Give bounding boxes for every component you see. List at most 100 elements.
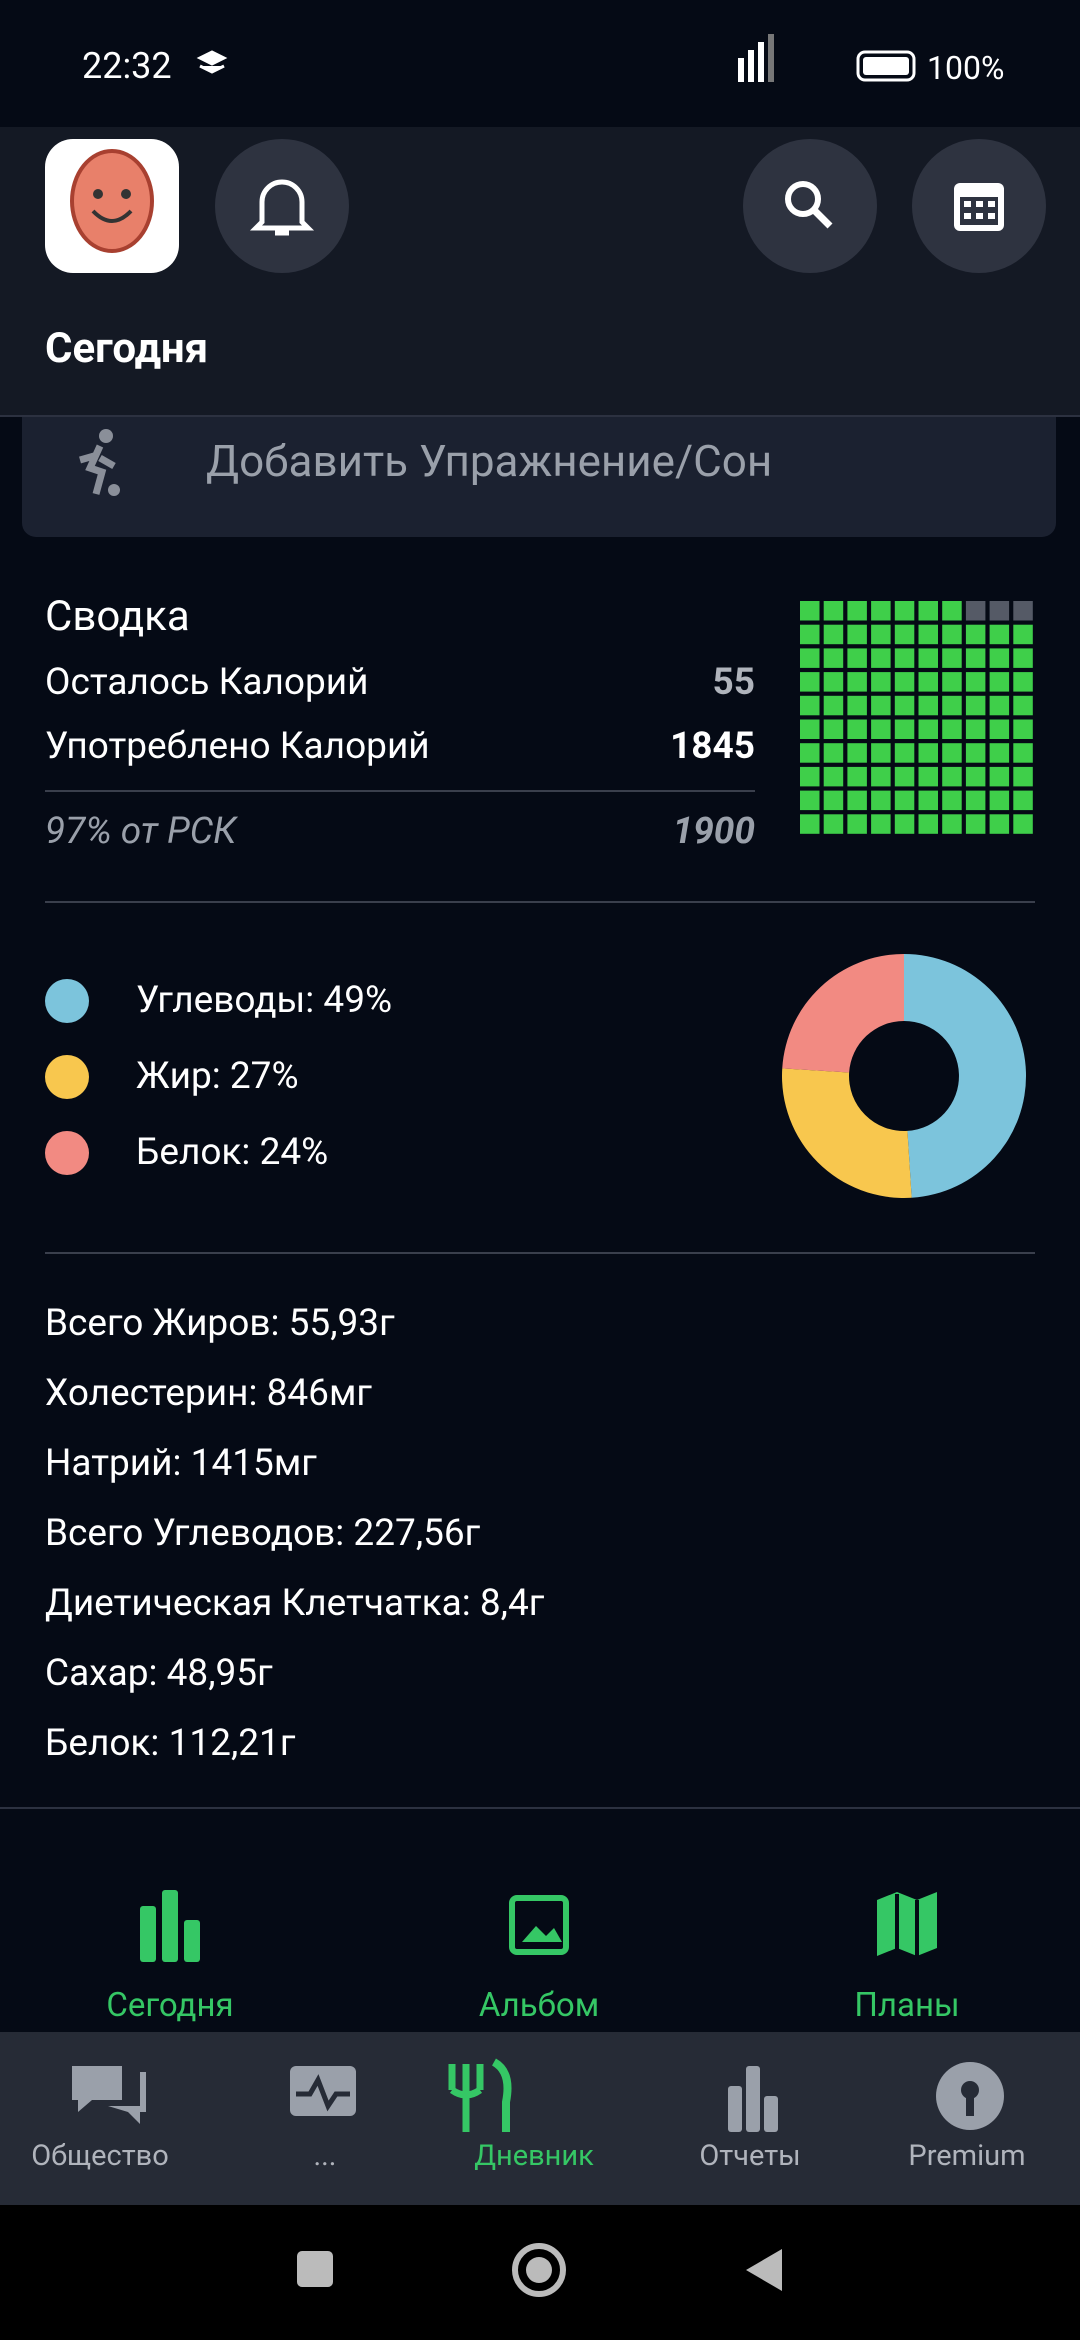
goal-label: 97% от РСК: [45, 810, 237, 853]
waffle-cell: [965, 695, 986, 716]
tab-label[interactable]: Альбом: [478, 1986, 600, 2025]
waffle-cell: [894, 648, 915, 668]
waffle-cell: [989, 624, 1010, 645]
waffle-cell: [823, 624, 844, 645]
status-time: 22:32: [82, 45, 172, 87]
waffle-cell: [847, 672, 867, 692]
waffle-cell: [989, 743, 1010, 763]
waffle-cell: [918, 719, 938, 739]
nutrient-row: Холестерин: 846мг: [45, 1372, 372, 1415]
waffle-cell: [800, 648, 820, 668]
tab-label[interactable]: Планы: [854, 1986, 960, 2025]
waffle-cell: [942, 719, 962, 739]
waffle-cell: [847, 624, 867, 645]
waffle-cell: [942, 695, 962, 716]
app-logo[interactable]: [45, 139, 179, 273]
waffle-cell: [823, 695, 844, 716]
waffle-cell: [942, 766, 962, 787]
add-exercise-label[interactable]: Добавить Упражнение/Сон: [206, 435, 773, 487]
waffle-cell: [847, 695, 867, 716]
waffle-cell: [894, 601, 915, 621]
tab-label[interactable]: Сегодня: [106, 1986, 234, 2025]
waffle-cell: [800, 601, 820, 621]
donut-segment: [904, 954, 1027, 1198]
notifications-button[interactable]: [215, 139, 349, 273]
nav-label[interactable]: Отчеты: [699, 2139, 801, 2173]
nutrient-row: Всего Углеводов: 227,56г: [45, 1512, 481, 1555]
remaining-value: 55: [712, 661, 755, 704]
waffle-cell: [1013, 814, 1033, 834]
recents-button[interactable]: [297, 2251, 333, 2287]
waffle-cell: [800, 695, 820, 716]
waffle-cell: [823, 766, 844, 787]
legend-label: Углеводы: 49%: [136, 979, 393, 1022]
waffle-cell: [847, 743, 867, 763]
nutrient-row: Диетическая Клетчатка: 8,4г: [45, 1582, 545, 1625]
waffle-cell: [871, 601, 891, 621]
waffle-cell: [800, 743, 820, 763]
add-exercise-card[interactable]: [22, 417, 1056, 537]
waffle-cell: [918, 648, 938, 668]
waffle-cell: [965, 624, 986, 645]
nav-label[interactable]: Premium: [908, 2139, 1026, 2173]
waffle-cell: [965, 672, 986, 692]
nav-label[interactable]: ...: [313, 2139, 337, 2173]
waffle-cell: [918, 766, 938, 787]
consumed-label: Употреблено Калорий: [45, 725, 430, 768]
search-button[interactable]: [743, 139, 877, 273]
waffle-cell: [1013, 790, 1033, 811]
system-nav-buttons: [297, 2243, 782, 2297]
waffle-cell: [800, 790, 820, 811]
waffle-cell: [965, 719, 986, 739]
waffle-cell: [989, 766, 1010, 787]
waffle-cell: [942, 672, 962, 692]
logo-art: [70, 149, 154, 253]
waffle-cell: [871, 695, 891, 716]
waffle-cell: [989, 672, 1010, 692]
legend-label: Жир: 27%: [136, 1055, 299, 1098]
waffle-cell: [894, 814, 915, 834]
tab-icons: [140, 1890, 937, 1962]
legend-label: Белок: 24%: [136, 1131, 329, 1174]
waffle-cell: [942, 601, 962, 621]
waffle-cell: [918, 624, 938, 645]
waffle-cell: [989, 601, 1010, 621]
calorie-waffle: [800, 601, 1033, 834]
waffle-cell: [871, 814, 891, 834]
nutrient-row: Белок: 112,21г: [45, 1722, 296, 1765]
waffle-cell: [965, 766, 986, 787]
waffle-cell: [918, 814, 938, 834]
waffle-cell: [823, 648, 844, 668]
waffle-cell: [894, 624, 915, 645]
waffle-cell: [942, 814, 962, 834]
header: [0, 127, 1080, 417]
waffle-cell: [965, 743, 986, 763]
waffle-cell: [918, 601, 938, 621]
divider: [45, 1252, 1035, 1254]
waffle-cell: [942, 624, 962, 645]
waffle-cell: [1013, 601, 1033, 621]
waffle-cell: [1013, 648, 1033, 668]
nav-label[interactable]: Общество: [31, 2139, 169, 2173]
waffle-cell: [918, 695, 938, 716]
home-button[interactable]: [512, 2243, 566, 2297]
waffle-cell: [894, 743, 915, 763]
remaining-label: Осталось Калорий: [45, 661, 369, 704]
waffle-cell: [894, 719, 915, 739]
waffle-cell: [989, 695, 1010, 716]
waffle-cell: [847, 601, 867, 621]
waffle-cell: [847, 814, 867, 834]
waffle-cell: [871, 648, 891, 668]
waffle-cell: [1013, 695, 1033, 716]
waffle-cell: [918, 743, 938, 763]
waffle-cell: [1013, 672, 1033, 692]
waffle-cell: [942, 743, 962, 763]
waffle-cell: [800, 766, 820, 787]
waffle-cell: [871, 790, 891, 811]
nutrient-row: Всего Жиров: 55,93г: [45, 1302, 395, 1345]
nav-label[interactable]: Дневник: [474, 2139, 594, 2173]
legend-dot: [45, 979, 89, 1023]
waffle-cell: [871, 743, 891, 763]
waffle-cell: [800, 814, 820, 834]
back-button[interactable]: [746, 2249, 782, 2291]
